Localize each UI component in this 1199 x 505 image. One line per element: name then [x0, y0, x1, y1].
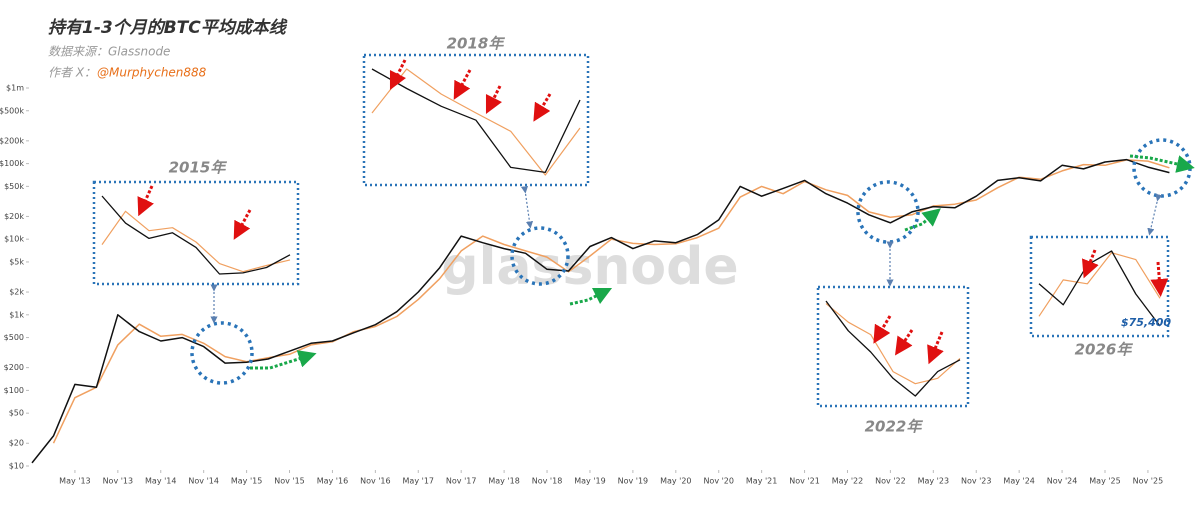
- line-series: [825, 300, 961, 397]
- y-tick-label: $10: [9, 462, 24, 471]
- y-tick-label: $200: [4, 363, 24, 372]
- inset-title: 2018年: [447, 35, 506, 53]
- arrow: [137, 185, 154, 217]
- line-series: [52, 159, 1170, 444]
- inset-title: 2026年: [1075, 341, 1134, 359]
- line-series: [371, 68, 581, 174]
- y-tick-label: $100k: [0, 159, 24, 168]
- x-tick-label: Nov '13: [103, 477, 134, 486]
- x-tick-label: May '18: [488, 477, 519, 486]
- y-tick-label: $1k: [9, 310, 24, 319]
- arrow: [233, 209, 252, 240]
- y-tick-label: $100: [4, 386, 24, 395]
- arrow: [533, 93, 552, 122]
- line-series: [825, 303, 961, 385]
- subtitle: 数据来源：Glassnode: [48, 45, 170, 59]
- line-series: [371, 68, 581, 176]
- y-tick-label: $5k: [9, 257, 24, 266]
- y-tick-label: $200k: [0, 136, 24, 145]
- arrow: [1150, 261, 1169, 297]
- highlight-circle: [856, 180, 920, 244]
- y-tick-label: $10k: [4, 235, 24, 244]
- x-tick-label: Nov '17: [446, 477, 477, 486]
- line-series: [31, 158, 1170, 464]
- x-tick-label: Nov '14: [188, 477, 219, 486]
- arrow: [569, 287, 613, 306]
- inset-title: 2015年: [169, 159, 228, 177]
- arrow: [873, 315, 892, 344]
- line-series: [1038, 252, 1161, 317]
- arrow: [927, 331, 944, 365]
- arrow: [453, 69, 472, 100]
- x-tick-label: Nov '18: [532, 477, 563, 486]
- arrow: [389, 59, 407, 91]
- x-tick-label: May '23: [918, 477, 949, 486]
- y-tick-label: $500: [4, 333, 24, 342]
- y-tick-label: $2k: [9, 288, 24, 297]
- x-tick-label: May '13: [59, 477, 90, 486]
- x-tick-label: May '20: [660, 477, 691, 486]
- x-tick-label: Nov '16: [360, 477, 391, 486]
- x-tick-label: Nov '19: [618, 477, 649, 486]
- x-tick-label: May '22: [832, 477, 863, 486]
- x-tick-label: Nov '25: [1133, 477, 1164, 486]
- x-tick-label: May '16: [317, 477, 348, 486]
- y-tick-label: $50k: [4, 182, 24, 191]
- y-tick-label: $20k: [4, 212, 24, 221]
- arrow: [895, 329, 914, 356]
- inset-title: 2022年: [865, 418, 924, 436]
- author-label: 作者 X：: [48, 66, 96, 80]
- x-tick-label: Nov '22: [875, 477, 906, 486]
- x-tick-label: May '19: [574, 477, 605, 486]
- x-tick-label: May '14: [145, 477, 176, 486]
- arrow: [1081, 249, 1099, 279]
- inset-box: [92, 180, 300, 286]
- x-tick-label: Nov '15: [274, 477, 305, 486]
- x-tick-label: May '15: [231, 477, 262, 486]
- x-tick-label: Nov '21: [789, 477, 820, 486]
- arrow: [904, 208, 941, 232]
- line-series: [101, 210, 291, 273]
- y-tick-label: $500k: [0, 106, 24, 115]
- line-series: [1038, 250, 1161, 327]
- x-tick-label: Nov '20: [703, 477, 734, 486]
- connector: [520, 185, 534, 229]
- y-tick-label: $20: [9, 439, 24, 448]
- x-tick-label: May '17: [403, 477, 434, 486]
- highlight-circle: [510, 226, 570, 286]
- x-tick-label: Nov '23: [961, 477, 992, 486]
- x-tick-label: May '21: [746, 477, 777, 486]
- highlight-circle: [190, 321, 254, 385]
- highlight-circle: [1132, 138, 1192, 198]
- connector: [1147, 193, 1163, 236]
- x-tick-label: May '24: [1003, 477, 1034, 486]
- x-tick-label: May '25: [1089, 477, 1120, 486]
- x-tick-label: Nov '24: [1047, 477, 1078, 486]
- arrow: [250, 350, 317, 370]
- chart-title: 持有1-3个月的BTC平均成本线: [48, 18, 288, 38]
- plot: $10 $20 $50 $100 $200 $500 $1k $2k $5k $10k $20k $5…: [0, 84, 1170, 486]
- author: @Murphychen888: [97, 66, 207, 80]
- arrow: [1129, 154, 1195, 173]
- line-series: [101, 195, 291, 275]
- price-annotation: $75,400: [1121, 316, 1171, 329]
- arrow: [485, 85, 503, 115]
- insets: 2015年 2018年 2022年 2026年 $75,400: [92, 35, 1171, 436]
- y-tick-label: $1m: [6, 84, 24, 93]
- annotations: [190, 138, 1195, 385]
- inset-box: [816, 285, 970, 408]
- y-tick-label: $50: [9, 409, 24, 418]
